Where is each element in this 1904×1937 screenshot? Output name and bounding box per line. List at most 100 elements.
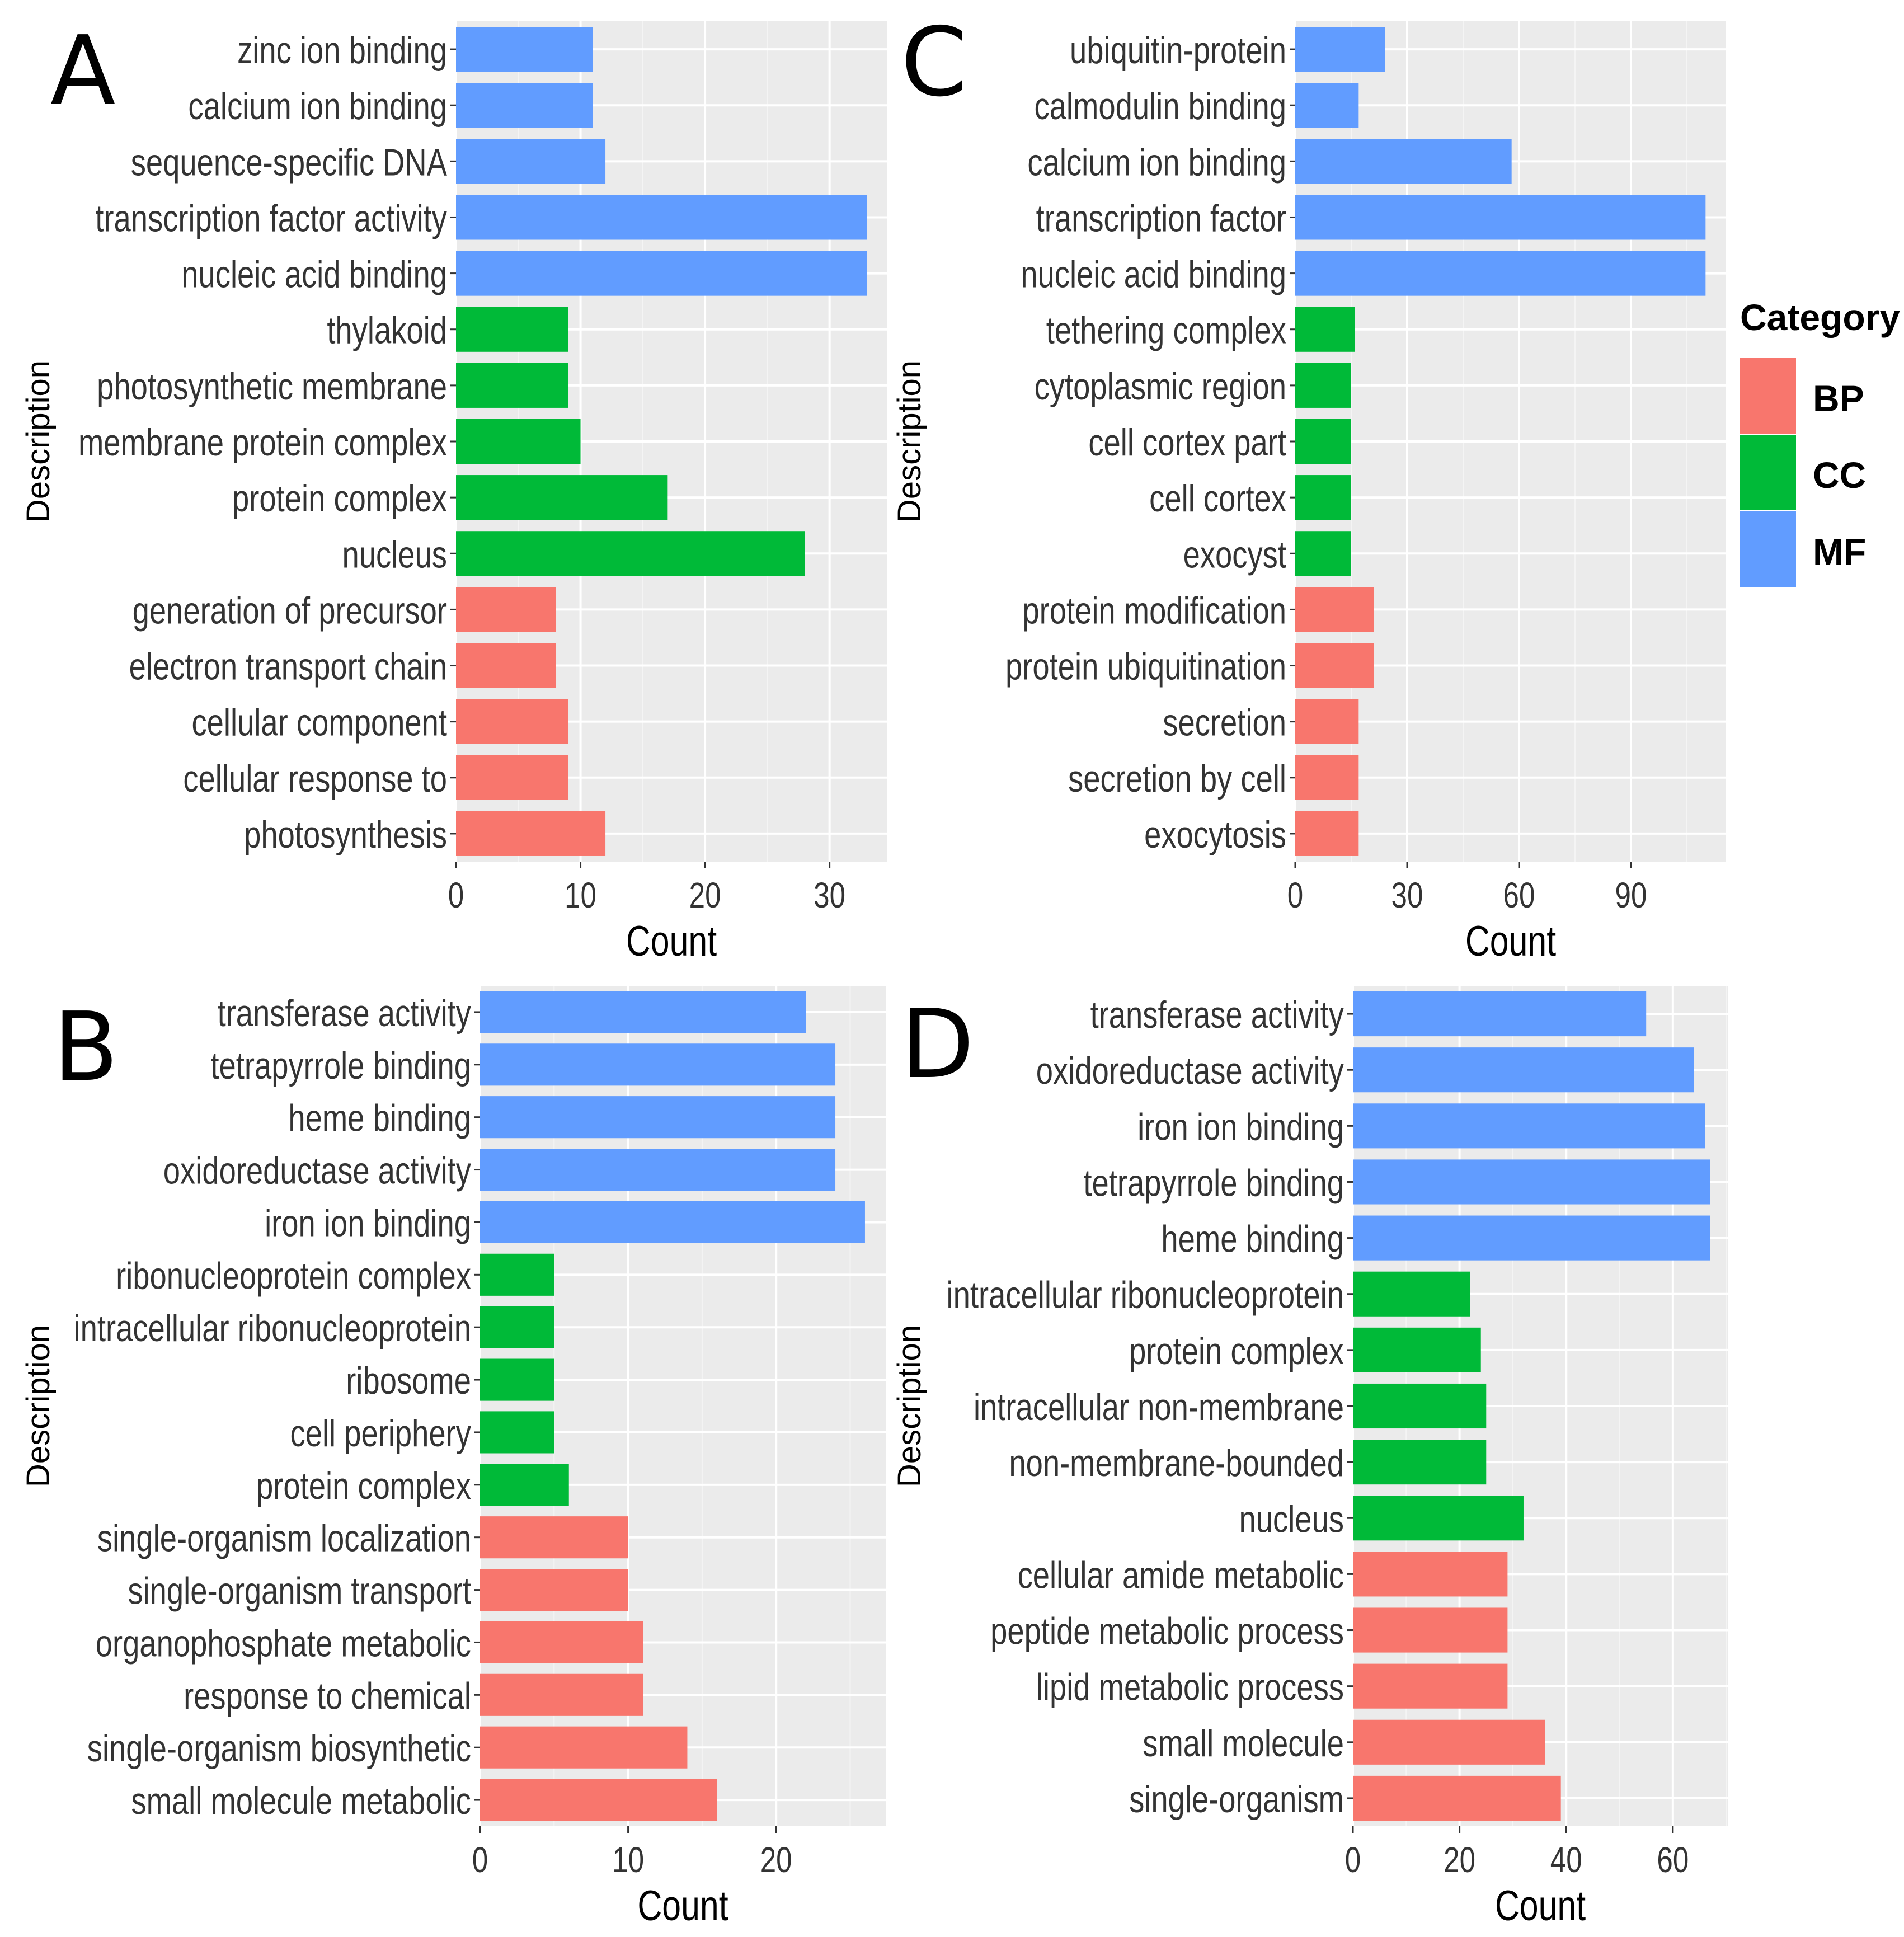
panel-a-category-label: thylakoid xyxy=(327,309,447,352)
panel-c-category-label: secretion xyxy=(1163,702,1286,744)
panel-b-bar xyxy=(480,1306,554,1348)
panel-d-bar xyxy=(1353,1383,1487,1429)
panel-d-bar xyxy=(1353,1159,1710,1205)
panel-d-bar xyxy=(1353,1215,1710,1261)
panel-c-category-label: exocytosis xyxy=(1144,814,1286,856)
panel-c-bar xyxy=(1295,195,1706,240)
panel-c-category-label: protein modification xyxy=(1022,590,1286,632)
legend-label-bp: BP xyxy=(1813,378,1864,419)
panel-c-bar xyxy=(1295,83,1359,128)
panel-d-bar xyxy=(1353,1719,1545,1765)
panel-d-x-tick-label: 40 xyxy=(1550,1841,1582,1880)
panel-d-bar xyxy=(1353,1552,1508,1597)
panel-b-x-axis-title: Count xyxy=(637,1882,728,1930)
panel-c-category-label: cytoplasmic region xyxy=(1035,365,1286,408)
panel-a-category-label: electron transport chain xyxy=(129,646,447,688)
panel-a-bar xyxy=(456,475,668,520)
panel-a-category-label: nucleus xyxy=(342,534,447,576)
panel-a-bar xyxy=(456,139,606,184)
panel-b-category-label: oxidoreductase activity xyxy=(163,1150,471,1192)
panel-c-bar xyxy=(1295,307,1355,352)
panel-b-bar xyxy=(480,1201,865,1243)
panel-d-x-tick-label: 0 xyxy=(1345,1841,1361,1880)
panel-b-category-label: protein complex xyxy=(256,1465,471,1507)
panel-b-category-label: ribosome xyxy=(346,1360,471,1402)
panel-c-category-label: nucleic acid binding xyxy=(1021,253,1286,296)
panel-c-category-label: secretion by cell xyxy=(1068,758,1286,800)
panel-a-category-label: sequence-specific DNA xyxy=(131,142,447,184)
panel-c-category-label: cell cortex part xyxy=(1088,421,1286,464)
panel-b-category-label: response to chemical xyxy=(184,1675,471,1718)
panel-b-bar xyxy=(480,1673,643,1716)
panel-a-bar xyxy=(456,27,593,72)
legend-title: Category xyxy=(1740,297,1900,338)
panel-b-bar xyxy=(480,1096,836,1139)
panel-c-x-tick-label: 0 xyxy=(1287,876,1303,916)
panel-c-bar xyxy=(1295,363,1351,408)
panel-b-category-label: ribonucleoprotein complex xyxy=(116,1255,471,1297)
panel-c-bar xyxy=(1295,139,1512,184)
panel-b-bar xyxy=(480,1779,717,1821)
panel-c-bar xyxy=(1295,531,1351,576)
panel-a-category-label: cellular response to xyxy=(183,758,447,800)
panel-b-letter: B xyxy=(53,992,119,1103)
panel-a-bar xyxy=(456,83,593,128)
panel-a-category-label: transcription factor activity xyxy=(95,198,447,240)
panel-a-category-label: generation of precursor xyxy=(133,590,447,632)
panel-b-bar xyxy=(480,1411,554,1454)
panel-a-category-label: cellular component xyxy=(191,702,447,744)
panel-b-bar xyxy=(480,1516,628,1559)
panel-a-bar xyxy=(456,643,556,688)
panel-d-category-label: single-organism xyxy=(1129,1778,1344,1821)
panel-c-category-label: exocyst xyxy=(1183,534,1286,576)
panel-d-category-label: transferase activity xyxy=(1090,994,1344,1036)
panel-b-category-label: single-organism biosynthetic xyxy=(87,1727,471,1770)
legend-key-cc xyxy=(1740,435,1796,510)
panel-c-bar xyxy=(1295,755,1359,800)
panel-b-category-label: cell periphery xyxy=(290,1412,472,1455)
panel-a-bar xyxy=(456,811,606,856)
panel-c-bar xyxy=(1295,699,1359,744)
panel-c-bar xyxy=(1295,475,1351,520)
panel-d-x-axis-title: Count xyxy=(1495,1882,1586,1930)
panel-d-bar xyxy=(1353,1271,1470,1317)
panel-a-category-label: photosynthetic membrane xyxy=(97,365,447,408)
panel-b-category-label: organophosphate metabolic xyxy=(96,1623,471,1665)
panel-c: ubiquitin-protein calmodulin binding calci… xyxy=(891,7,1726,965)
panel-a-bar xyxy=(456,531,805,576)
panel-a-y-axis-title: Description xyxy=(20,360,57,523)
panel-a-x-tick-label: 10 xyxy=(565,876,596,916)
panel-b-bar xyxy=(480,1726,688,1769)
panel-d-category-label: protein complex xyxy=(1129,1330,1344,1372)
panel-d-category-label: oxidoreductase activity xyxy=(1036,1050,1344,1092)
panel-a-bar xyxy=(456,699,568,744)
panel-c-category-label: tethering complex xyxy=(1046,309,1286,352)
panel-d-category-label: non-membrane-bounded xyxy=(1009,1442,1344,1484)
panel-d-bar xyxy=(1353,1440,1487,1485)
panel-a-category-label: nucleic acid binding xyxy=(181,253,447,296)
panel-b-category-label: heme binding xyxy=(288,1097,471,1140)
panel-a-category-label: membrane protein complex xyxy=(78,421,447,464)
panel-c-letter: C xyxy=(901,7,967,118)
panel-a-category-label: calcium ion binding xyxy=(188,85,447,128)
panel-b-bar xyxy=(480,1358,554,1401)
panel-a-bar xyxy=(456,587,556,632)
panel-a-x-axis-title: Count xyxy=(626,918,717,965)
panel-d-category-label: iron ion binding xyxy=(1137,1106,1344,1149)
panel-c-category-label: transcription factor xyxy=(1036,198,1286,240)
panel-a-bar xyxy=(456,251,867,296)
panel-c-bar xyxy=(1295,251,1706,296)
panel-d-category-label: cellular amide metabolic xyxy=(1018,1554,1344,1597)
panel-d-category-label: lipid metabolic process xyxy=(1036,1666,1344,1709)
legend-label-cc: CC xyxy=(1813,454,1866,496)
panel-c-category-label: calcium ion binding xyxy=(1027,142,1286,184)
panel-c-bar xyxy=(1295,811,1359,856)
panel-a-bar xyxy=(456,195,867,240)
panel-c-y-axis-title: Description xyxy=(891,360,928,523)
panel-b: transferase activity tetrapyrrole binding… xyxy=(20,986,886,1930)
panel-a-bar xyxy=(456,755,568,800)
panel-c-x-tick-label: 30 xyxy=(1391,876,1423,916)
panel-c-category-label: protein ubiquitination xyxy=(1005,646,1286,688)
panel-b-bar xyxy=(480,1043,836,1086)
